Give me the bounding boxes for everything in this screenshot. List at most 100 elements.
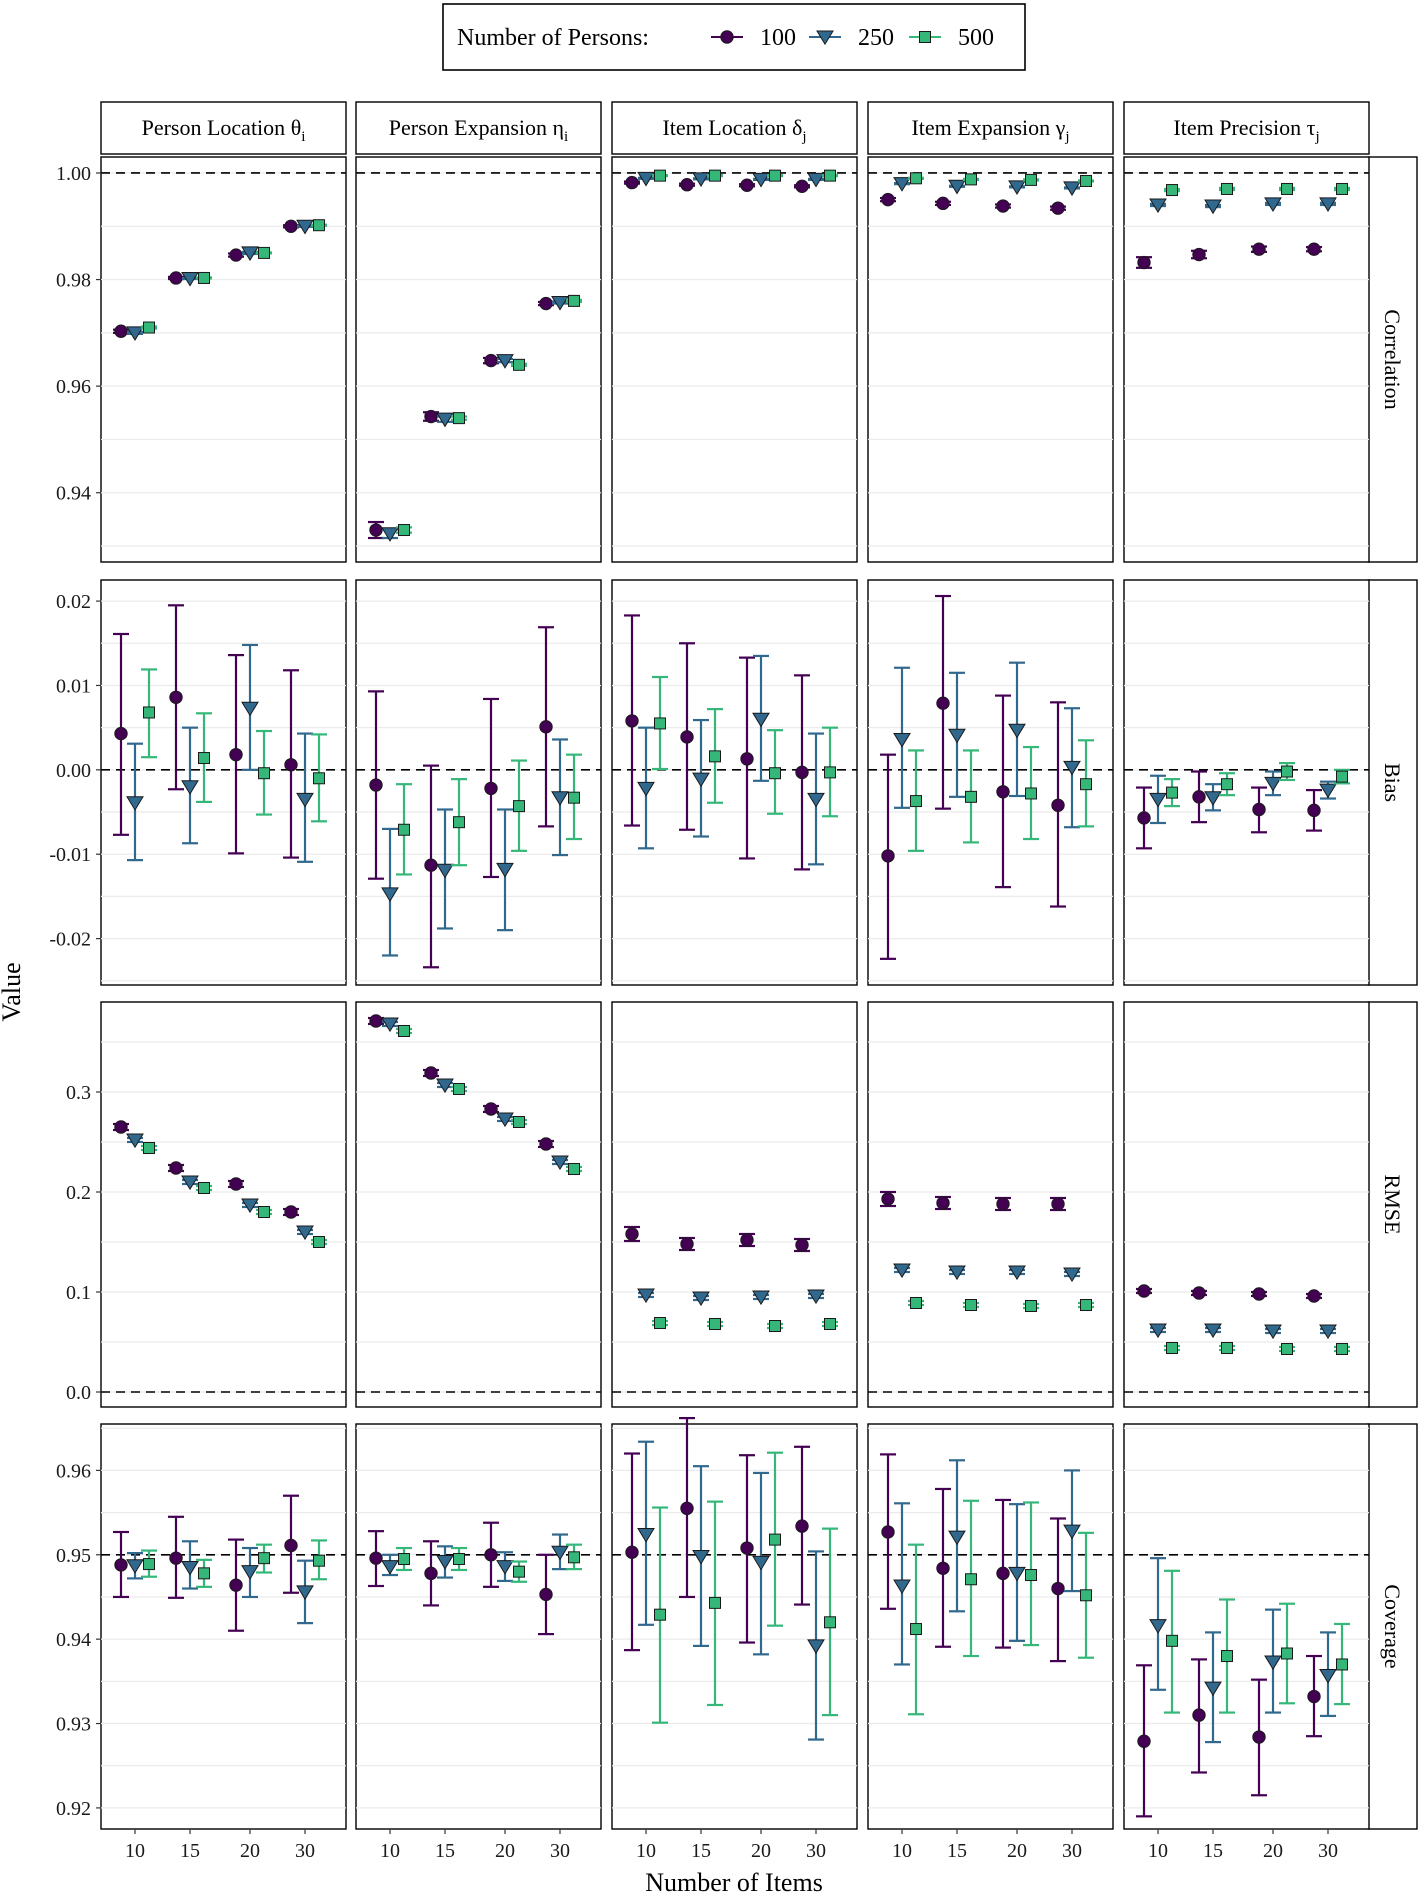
data-point [296,1585,314,1601]
data-point [824,1318,836,1330]
column-strip-name: Person Expansion [389,115,553,140]
row-strip-label: Bias [1380,763,1405,802]
panel-frame [611,156,858,563]
data-point [654,1608,666,1621]
data-point [654,717,666,730]
column-strip: Item Precision τj [1123,101,1370,155]
data-point [1063,760,1081,776]
panel [100,1001,347,1408]
series-500 [652,1317,838,1332]
series-100 [113,604,299,859]
row-strip-box [1367,156,1418,563]
column-strip-subscript: j [801,129,806,145]
x-tick-label: 15 [1203,1840,1223,1862]
column-strip-subscript: i [564,129,568,145]
data-point [296,219,314,235]
data-point [1192,247,1206,262]
legend-key-marker [816,30,834,46]
column-strip-name: Item Location [662,115,792,140]
data-point [1204,1323,1222,1339]
column-strip: Item Expansion γj [867,101,1114,155]
data-point [740,178,754,192]
series-500 [1164,182,1350,197]
data-point [1137,811,1151,825]
data-point [1149,1619,1167,1634]
data-point [1137,1734,1151,1748]
panel-frame [355,156,602,563]
data-point [948,1530,966,1546]
data-point [1336,1658,1348,1671]
data-point [436,412,454,428]
data-point [709,169,721,182]
x-tick-label: 30 [550,1840,570,1862]
data-point [910,1297,922,1309]
panel-frame [1123,156,1370,563]
data-point [769,169,781,182]
x-tick-label: 15 [435,1840,455,1862]
data-point [910,795,922,808]
series-500 [908,739,1094,852]
data-point [539,720,553,734]
panel-frame [1123,1423,1370,1830]
y-tick-label: 0.94 [56,1629,91,1651]
data-point [965,790,977,803]
series-100 [624,1416,810,1652]
y-tick-label: 0.00 [56,760,91,782]
series-500 [652,169,838,182]
series-250 [381,1533,569,1583]
x-tick-label: 20 [751,1840,771,1862]
series-500 [908,172,1094,187]
data-point [1149,792,1167,808]
series-100 [368,296,554,540]
data-point [948,179,966,195]
series-250 [126,219,314,342]
data-point [181,1175,199,1191]
data-point [568,791,580,804]
data-point [769,1533,781,1546]
data-point [369,523,383,537]
y-tick-label: 1.00 [56,163,91,185]
data-point [996,785,1010,799]
data-point [654,1317,666,1329]
data-point [996,199,1010,213]
series-250 [637,171,825,188]
data-point [1204,1681,1222,1697]
data-point [126,796,144,811]
data-point [1166,1342,1178,1354]
panel [611,156,858,563]
data-point [114,726,128,741]
data-point [752,1290,770,1306]
panel-frame [867,156,1114,563]
series-500 [1164,1569,1350,1714]
data-point [740,1541,754,1555]
y-tick-label: 0.95 [56,1545,91,1567]
data-point [881,1192,895,1206]
data-point [1281,182,1293,195]
x-tick-label: 10 [1148,1840,1168,1862]
series-500 [396,1025,582,1175]
x-axis-title: Number of Items [645,1868,823,1894]
data-point [1204,199,1222,215]
legend-label: 500 [958,25,994,51]
data-point [893,1263,911,1279]
legend-title: Number of Persons: [457,25,649,51]
data-point [709,750,721,763]
x-tick-label: 15 [691,1840,711,1862]
data-point [936,1561,950,1575]
series-250 [126,1540,314,1625]
data-point [1204,791,1222,806]
y-tick-label: -0.01 [49,844,91,866]
data-point [229,248,243,262]
data-point [169,1551,183,1565]
column-strip-label: Item Expansion γj [911,115,1069,145]
panel-frame [100,1423,347,1830]
row-strip: Coverage [1367,1423,1418,1830]
panel-frame [867,1423,1114,1830]
panel-frame [355,1423,602,1830]
panel-frame [867,1001,1114,1408]
column-strip-name: Item Precision [1173,115,1306,140]
data-point [680,730,694,744]
data-point [1063,181,1081,197]
data-point [258,767,270,780]
data-point [769,767,781,780]
